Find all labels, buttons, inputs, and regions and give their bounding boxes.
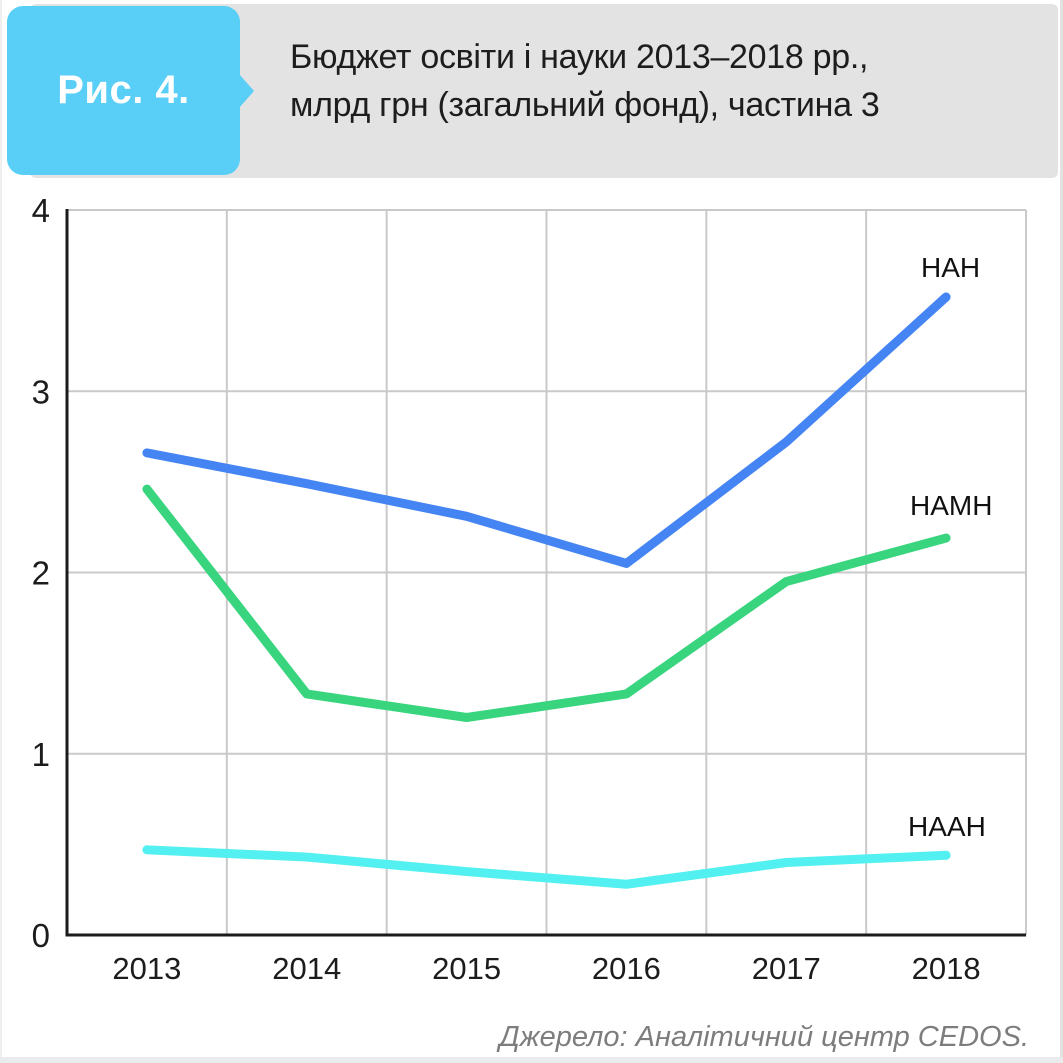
x-tick-label: 2015 [432, 951, 501, 986]
y-tick-label: 1 [32, 736, 50, 773]
figure-right-edge [1060, 0, 1063, 1063]
y-tick-label: 0 [32, 917, 50, 954]
chart-title-line1: Бюджет освіти і науки 2013–2018 рр., [290, 38, 869, 76]
chart-title: Бюджет освіти і науки 2013–2018 рр., млр… [290, 33, 880, 129]
x-tick-label: 2014 [272, 951, 341, 986]
figure-badge: Рис. 4. [7, 6, 254, 175]
x-tick-label: 2013 [112, 951, 181, 986]
series-label-НАМН: НАМН [910, 490, 992, 521]
x-tick-label: 2016 [592, 951, 661, 986]
x-tick-label: 2018 [912, 951, 981, 986]
x-tick-label: 2017 [752, 951, 821, 986]
figure-bottom-edge [0, 1057, 1063, 1063]
series-line-НААН [142, 845, 951, 889]
series-label-НАН: НАН [921, 252, 980, 283]
figure-left-edge [0, 0, 2, 1063]
series-label-НААН: НААН [908, 811, 986, 842]
source-caption: Джерело: Аналітичний центр CEDOS. [499, 1021, 1029, 1053]
series-line-НАМН [142, 484, 951, 722]
grid [67, 209, 1027, 935]
y-tick-label: 4 [32, 192, 50, 229]
series-line-НАН [142, 292, 951, 568]
chart-title-line2: млрд грн (загальний фонд), частина 3 [290, 86, 880, 124]
figure-badge-label: Рис. 4. [57, 68, 190, 112]
y-tick-label: 3 [32, 373, 50, 410]
y-tick-label: 2 [32, 555, 50, 592]
badge-arrow-icon [239, 73, 254, 108]
